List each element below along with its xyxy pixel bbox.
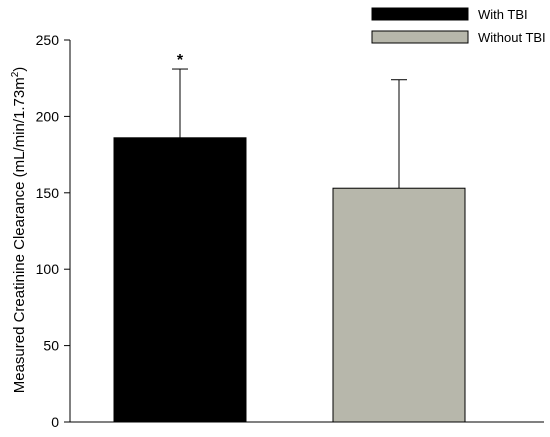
bar-without-tbi bbox=[332, 187, 466, 423]
bar-with-tbi bbox=[113, 137, 247, 423]
y-tick-label: 50 bbox=[43, 338, 59, 354]
legend-label-with-tbi: With TBI bbox=[478, 7, 528, 22]
y-tick-label: 0 bbox=[51, 414, 59, 430]
y-tick-label: 250 bbox=[36, 32, 60, 48]
legend-swatch-without-tbi bbox=[371, 30, 469, 44]
y-axis-title: Measured Creatinine Clearance (mL/min/1.… bbox=[10, 67, 28, 394]
bars-group: * bbox=[113, 52, 466, 423]
y-tick-label: 150 bbox=[36, 185, 60, 201]
legend: With TBI Without TBI bbox=[371, 7, 546, 45]
y-tick-label: 100 bbox=[36, 261, 60, 277]
significance-marker: * bbox=[177, 52, 184, 69]
y-tick-label: 200 bbox=[36, 108, 60, 124]
legend-swatch-with-tbi bbox=[371, 7, 469, 21]
legend-label-without-tbi: Without TBI bbox=[478, 30, 546, 45]
y-axis-ticks: 0 50 100 150 200 250 bbox=[36, 32, 70, 430]
